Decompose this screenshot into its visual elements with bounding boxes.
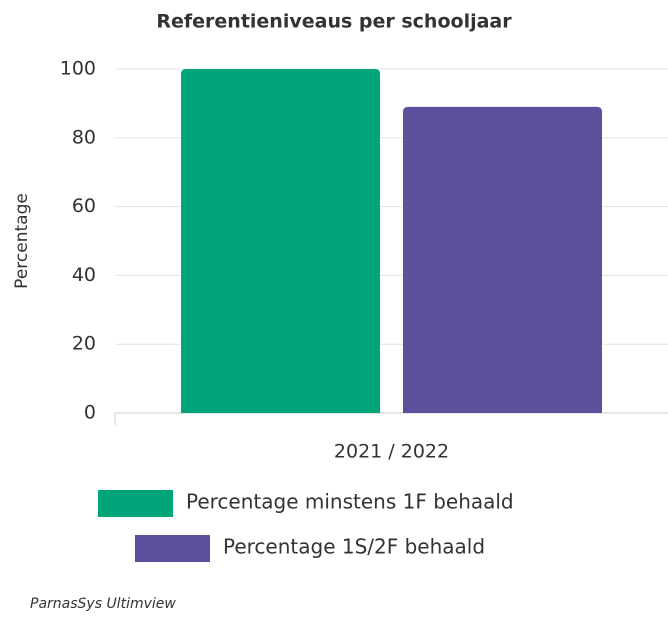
y-tick-label: 60 bbox=[72, 195, 96, 217]
y-tick-label: 40 bbox=[72, 264, 96, 286]
y-tick-label: 100 bbox=[60, 58, 96, 80]
chart-title: Referentieniveaus per schooljaar bbox=[156, 11, 512, 33]
legend-swatch bbox=[135, 535, 210, 562]
legend-label: Percentage 1S/2F behaald bbox=[223, 535, 485, 559]
credit: ParnasSys Ultimview bbox=[30, 596, 176, 612]
y-tick-label: 80 bbox=[72, 126, 96, 148]
y-axis-label: Percentage bbox=[12, 193, 32, 289]
legend-swatch bbox=[98, 490, 173, 517]
bar bbox=[181, 69, 380, 413]
y-tick-label: 20 bbox=[72, 333, 96, 355]
legend-label: Percentage minstens 1F behaald bbox=[186, 490, 514, 514]
x-tick-label: 2021 / 2022 bbox=[334, 441, 449, 463]
y-tick-label: 0 bbox=[84, 402, 96, 424]
bar bbox=[403, 106, 602, 413]
